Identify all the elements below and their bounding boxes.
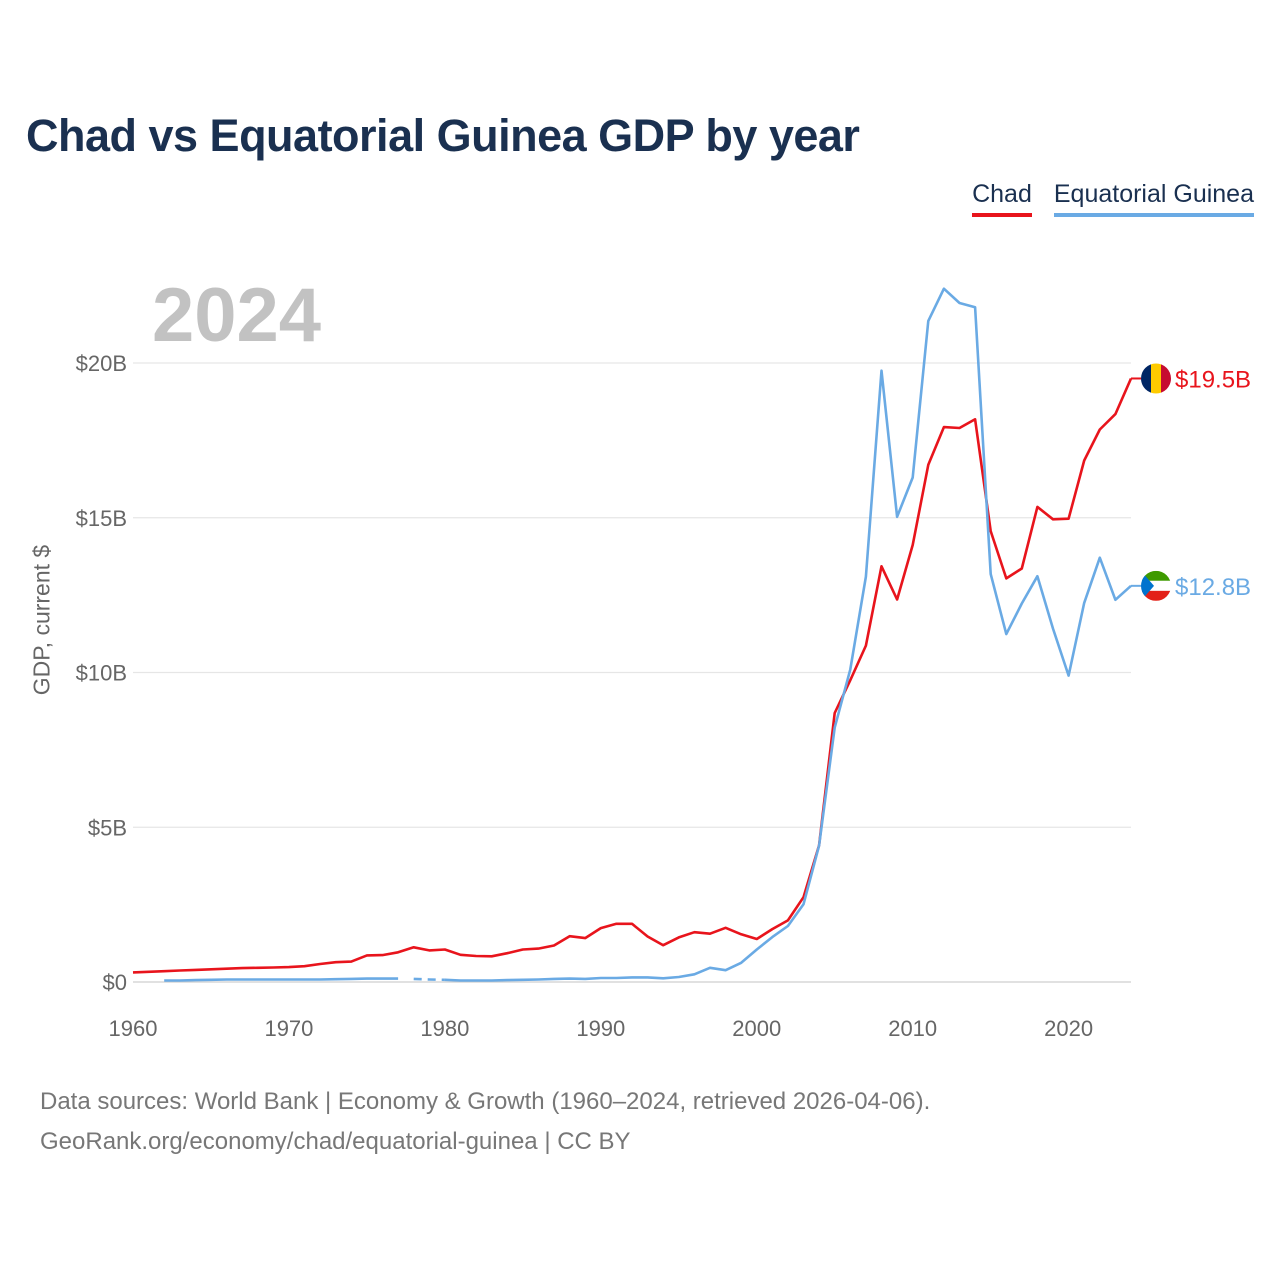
- chad-flag-icon: [1141, 363, 1171, 394]
- end-label-chad: $19.5B: [1175, 366, 1251, 393]
- year-watermark: 2024: [152, 273, 322, 358]
- gridlines: [133, 362, 1131, 983]
- footer: Data sources: World Bank | Economy & Gro…: [40, 1082, 930, 1162]
- x-tick-label: 2000: [732, 1016, 781, 1041]
- series-line-equatorial-guinea: [164, 977, 399, 982]
- x-tick-label: 2020: [1044, 1016, 1093, 1041]
- chart-title: Chad vs Equatorial Guinea GDP by year: [26, 110, 860, 161]
- x-tick-label: 1990: [576, 1016, 625, 1041]
- end-labels: $19.5B $12.8B: [1131, 363, 1251, 601]
- legend-item-chad[interactable]: Chad: [972, 180, 1032, 217]
- legend-item-equatorial-guinea[interactable]: Equatorial Guinea: [1053, 180, 1254, 217]
- series-line-chad: [132, 377, 1133, 974]
- y-tick-label: $5B: [88, 815, 127, 840]
- equatorial-guinea-flag-icon: [1141, 570, 1171, 601]
- y-tick-label: $10B: [76, 661, 127, 686]
- x-tick-label: 1960: [109, 1016, 158, 1041]
- x-axis-ticks: 1960 1970 1980 1990 2000 2010 2020: [109, 1016, 1094, 1041]
- x-tick-label: 1980: [420, 1016, 469, 1041]
- y-tick-label: $20B: [76, 351, 127, 376]
- series-gap-equatorial-guinea: [413, 977, 445, 982]
- legend: Chad Equatorial Guinea: [972, 180, 1254, 217]
- footer-link[interactable]: GeoRank.org/economy/chad/equatorial-guin…: [40, 1128, 631, 1155]
- series-line-equatorial-guinea: [444, 287, 1132, 982]
- end-label-equatorial-guinea: $12.8B: [1175, 574, 1251, 601]
- x-tick-label: 2010: [888, 1016, 937, 1041]
- x-tick-label: 1970: [264, 1016, 313, 1041]
- footer-sources: Data sources: World Bank | Economy & Gro…: [40, 1088, 931, 1115]
- y-tick-label: $0: [103, 970, 127, 995]
- y-tick-label: $15B: [76, 506, 127, 531]
- y-axis-ticks: $0 $5B $10B $15B $20B: [76, 351, 127, 995]
- series-lines: [132, 287, 1133, 982]
